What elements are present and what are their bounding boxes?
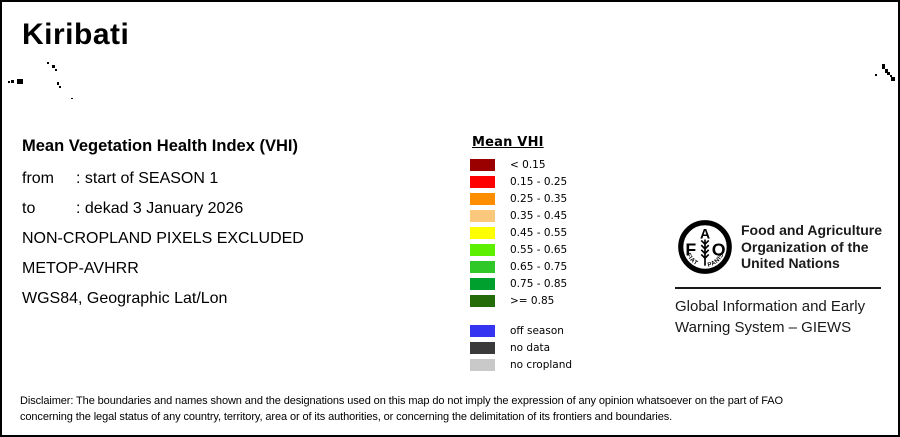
legend-item-no-cropland: no cropland [470,356,630,373]
legend-label: off season [510,324,564,337]
svg-text:O: O [712,239,726,259]
legend-swatch [470,341,495,354]
legend-item: 0.55 - 0.65 [470,241,630,258]
legend-item: < 0.15 [470,156,630,173]
giews-line: Global Information and Early [675,298,866,315]
wheat-ear-icon [700,239,710,266]
legend-item: 0.25 - 0.35 [470,190,630,207]
island-dot [882,64,885,69]
giews-label: Global Information and Early Warning Sys… [675,296,865,338]
legend-title: Mean VHI [472,135,544,150]
org-name-line: Food and Agriculture [741,222,883,238]
legend-swatch [470,175,495,188]
details-block: Mean Vegetation Health Index (VHI) from:… [22,136,462,314]
legend-item-no-data: no data [470,339,630,356]
disclaimer-line: Disclaimer: The boundaries and names sho… [20,395,783,407]
giews-line: Warning System – GIEWS [675,319,852,336]
legend-label: >= 0.85 [510,294,555,307]
legend-item-off-season: off season [470,322,630,339]
detail-label: to [22,200,36,217]
disclaimer-line: concerning the legal status of any count… [20,410,673,423]
legend-label: no data [510,341,551,354]
island-dot [71,98,73,99]
legend-item: 0.65 - 0.75 [470,258,630,275]
details-heading: Mean Vegetation Health Index (VHI) [22,137,298,155]
detail-row-pixels: NON-CROPLAND PIXELS EXCLUDED [22,224,462,254]
legend-swatch [470,209,495,222]
detail-label: from [22,170,54,187]
island-dot [59,86,61,88]
org-name-line: United Nations [741,255,840,271]
island-dot [17,79,23,84]
legend-label: 0.75 - 0.85 [510,277,568,290]
legend-swatch [470,277,495,290]
detail-value: WGS84, Geographic Lat/Lon [22,290,228,307]
legend-label: 0.35 - 0.45 [510,209,568,222]
legend-label: 0.65 - 0.75 [510,260,568,273]
legend-swatch [470,192,495,205]
legend-extra-list: off season no data no cropland [470,322,630,373]
page-title: Kiribati [22,18,130,51]
disclaimer: Disclaimer: The boundaries and names sho… [20,394,886,425]
detail-row-sensor: METOP-AVHRR [22,254,462,284]
legend-swatch [470,324,495,337]
island-dot [875,74,877,76]
legend-label: 0.45 - 0.55 [510,226,568,239]
legend-swatch [470,358,495,371]
island-dot [885,69,888,73]
legend: Mean VHI < 0.15 0.15 - 0.25 0.25 - 0.35 … [470,135,630,373]
legend-label: 0.25 - 0.35 [510,192,568,205]
island-dot [55,69,57,71]
legend-item: 0.45 - 0.55 [470,224,630,241]
fao-logo-icon: F A O FIAT PANIS [678,220,732,274]
island-dot [57,82,59,85]
legend-label: 0.55 - 0.65 [510,243,568,256]
island-dot [887,72,890,75]
legend-label: < 0.15 [510,158,546,171]
legend-item: 0.15 - 0.25 [470,173,630,190]
island-dot [47,62,49,64]
org-divider [675,287,881,289]
legend-label: 0.15 - 0.25 [510,175,568,188]
legend-swatch [470,294,495,307]
svg-text:F: F [685,239,696,259]
detail-value: : start of SEASON 1 [76,170,219,187]
detail-value: METOP-AVHRR [22,260,139,277]
svg-text:A: A [700,226,710,242]
island-dot [8,81,10,83]
org-name-line: Organization of the [741,238,869,255]
legend-label: no cropland [510,358,573,371]
legend-swatch [470,226,495,239]
legend-item: 0.75 - 0.85 [470,275,630,292]
legend-class-list: < 0.15 0.15 - 0.25 0.25 - 0.35 0.35 - 0.… [470,156,630,309]
island-dot [891,77,895,81]
detail-row-from: from : start of SEASON 1 [22,164,462,194]
legend-swatch [470,260,495,273]
island-dot [11,80,14,83]
detail-row-to: to : dekad 3 January 2026 [22,194,462,224]
detail-value: : dekad 3 January 2026 [76,200,244,217]
detail-row-projection: WGS84, Geographic Lat/Lon [22,284,462,314]
island-dot [52,65,55,68]
legend-item: >= 0.85 [470,292,630,309]
detail-value: NON-CROPLAND PIXELS EXCLUDED [22,230,304,247]
legend-swatch [470,243,495,256]
legend-swatch [470,158,495,171]
legend-item: 0.35 - 0.45 [470,207,630,224]
org-name: Food and Agriculture Organization of the… [741,222,882,272]
island-dot [890,75,892,77]
